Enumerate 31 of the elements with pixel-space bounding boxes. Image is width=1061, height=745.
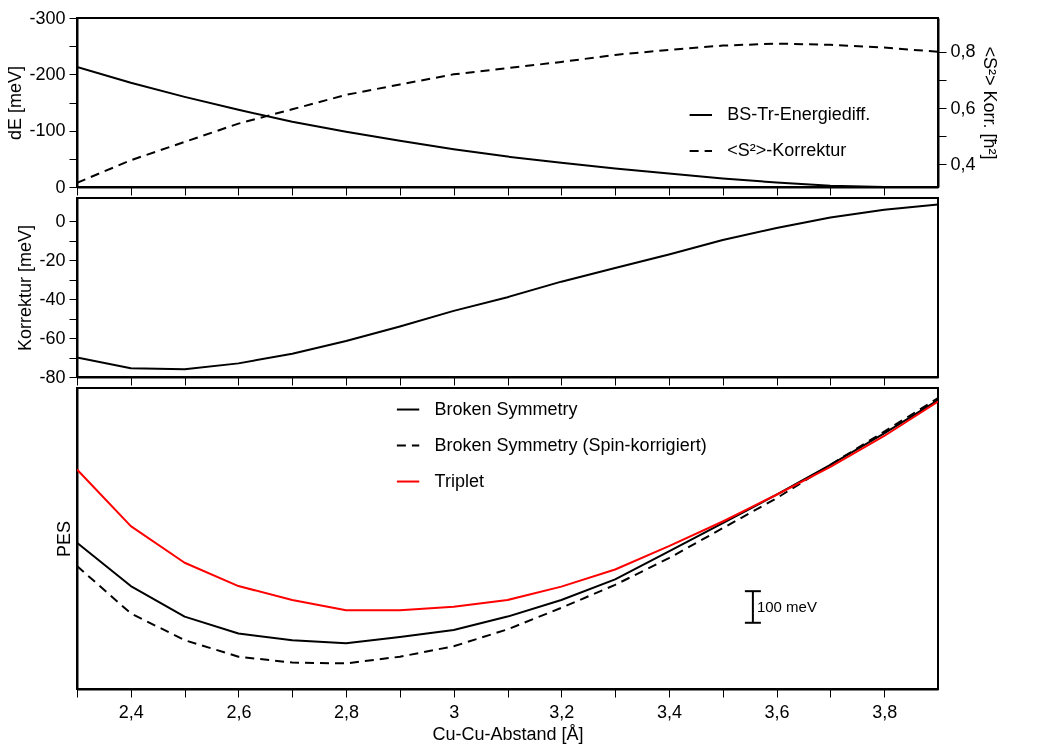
y-tick-label: -200 bbox=[29, 63, 66, 84]
x-tick-label: 2,4 bbox=[118, 701, 144, 722]
y-axis-title: Korrektur [meV] bbox=[15, 224, 36, 352]
x-tick-label: 3,8 bbox=[872, 701, 898, 722]
legend-label: BS-Tr-Energiediff. bbox=[727, 104, 871, 124]
x-tick-label: 2,6 bbox=[226, 701, 252, 722]
y-axis-title: PES bbox=[53, 520, 74, 558]
x-axis-title: Cu-Cu-Abstand [Å] bbox=[432, 723, 584, 744]
y2-tick-label: 0,4 bbox=[950, 153, 976, 174]
y-axis-title: dE [meV] bbox=[5, 65, 26, 141]
y-tick-label: 0 bbox=[55, 176, 66, 197]
legend-label: Triplet bbox=[434, 470, 484, 491]
y-tick-label: -300 bbox=[29, 7, 66, 28]
y-tick-label: -60 bbox=[39, 327, 66, 348]
legend-label: Broken Symmetry bbox=[434, 398, 578, 419]
legend-label: <S²>-Korrektur bbox=[727, 140, 847, 160]
y-tick-label: -80 bbox=[39, 366, 66, 387]
legend-label: Broken Symmetry (Spin-korrigiert) bbox=[434, 434, 707, 455]
x-tick-label: 3,6 bbox=[764, 701, 790, 722]
y-tick-label: -20 bbox=[39, 249, 66, 270]
x-tick-label: 3,2 bbox=[549, 701, 575, 722]
x-tick-label: 2,8 bbox=[334, 701, 360, 722]
x-tick-label: 3 bbox=[449, 701, 460, 722]
y2-tick-label: 0,6 bbox=[950, 97, 976, 118]
x-tick-label: 3,4 bbox=[656, 701, 682, 722]
y2-axis-title: <S²> Korr. [ħ²] bbox=[979, 46, 1000, 160]
y-tick-label: -100 bbox=[29, 120, 66, 141]
y-tick-label: 0 bbox=[55, 210, 66, 231]
y-tick-label: -40 bbox=[39, 288, 66, 309]
y2-tick-label: 0,8 bbox=[950, 41, 976, 62]
annotation: 100 meV bbox=[756, 597, 817, 615]
